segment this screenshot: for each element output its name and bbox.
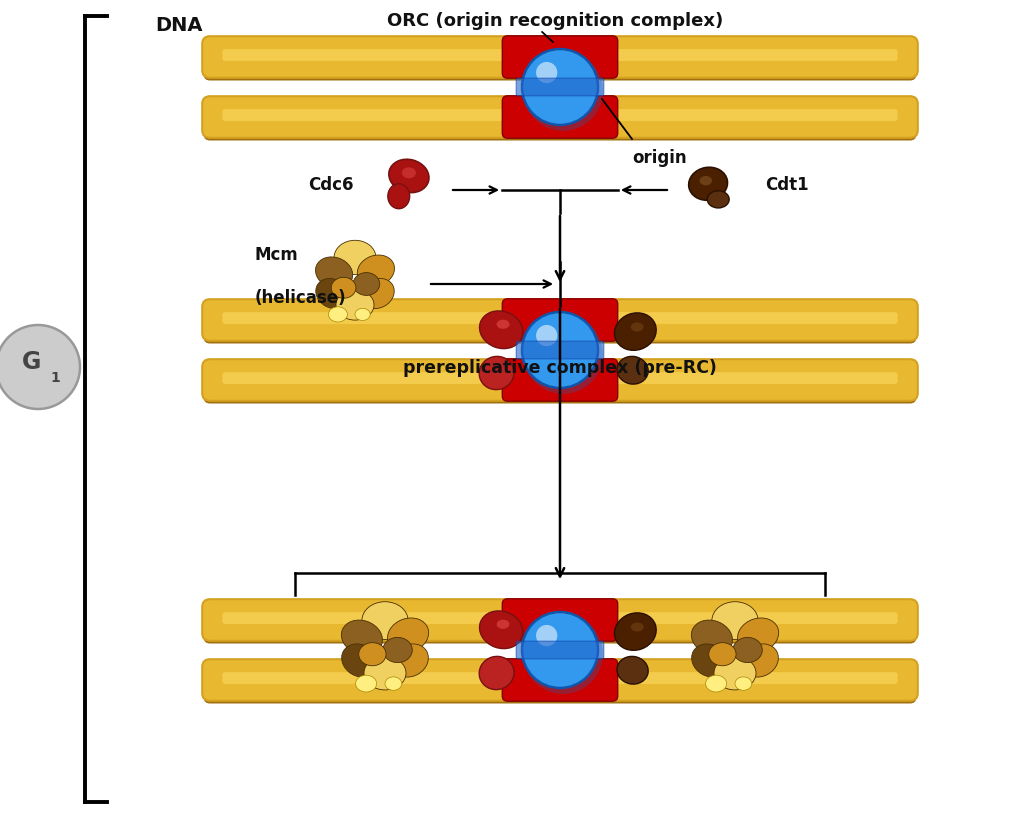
Ellipse shape <box>480 311 523 349</box>
Text: G: G <box>23 350 42 374</box>
FancyBboxPatch shape <box>502 96 618 138</box>
FancyBboxPatch shape <box>204 361 917 404</box>
FancyBboxPatch shape <box>222 372 897 384</box>
Ellipse shape <box>402 168 416 178</box>
FancyBboxPatch shape <box>502 658 618 701</box>
FancyBboxPatch shape <box>517 341 604 359</box>
FancyBboxPatch shape <box>203 299 918 341</box>
Text: (helicase): (helicase) <box>255 289 347 307</box>
Ellipse shape <box>392 644 429 677</box>
Text: prereplicative complex (pre-RC): prereplicative complex (pre-RC) <box>403 359 717 377</box>
FancyBboxPatch shape <box>502 299 618 341</box>
FancyBboxPatch shape <box>203 96 918 138</box>
Circle shape <box>523 614 603 694</box>
FancyBboxPatch shape <box>222 109 897 121</box>
Ellipse shape <box>479 657 514 690</box>
Text: 1: 1 <box>50 371 60 385</box>
Ellipse shape <box>615 613 656 650</box>
Ellipse shape <box>707 191 729 208</box>
Ellipse shape <box>316 279 349 308</box>
Ellipse shape <box>735 677 752 690</box>
Ellipse shape <box>331 277 356 298</box>
FancyBboxPatch shape <box>203 599 918 641</box>
Ellipse shape <box>692 620 732 655</box>
Ellipse shape <box>362 602 408 640</box>
Ellipse shape <box>388 618 429 653</box>
Ellipse shape <box>480 611 523 649</box>
FancyBboxPatch shape <box>203 36 918 78</box>
FancyBboxPatch shape <box>502 598 618 641</box>
FancyBboxPatch shape <box>517 641 604 659</box>
FancyBboxPatch shape <box>517 78 604 96</box>
Ellipse shape <box>335 240 375 275</box>
Ellipse shape <box>738 618 779 653</box>
FancyBboxPatch shape <box>204 661 917 704</box>
FancyBboxPatch shape <box>204 601 917 644</box>
Ellipse shape <box>496 620 509 629</box>
Ellipse shape <box>357 255 395 286</box>
FancyBboxPatch shape <box>203 659 918 701</box>
Text: origin: origin <box>632 149 686 167</box>
Text: ORC (origin recognition complex): ORC (origin recognition complex) <box>387 12 723 30</box>
Ellipse shape <box>385 677 402 690</box>
FancyBboxPatch shape <box>222 612 897 624</box>
FancyBboxPatch shape <box>222 672 897 684</box>
Ellipse shape <box>383 637 412 663</box>
Ellipse shape <box>328 307 348 322</box>
Ellipse shape <box>631 322 643 331</box>
FancyBboxPatch shape <box>502 358 618 401</box>
Ellipse shape <box>389 159 429 192</box>
Circle shape <box>522 49 598 125</box>
Circle shape <box>522 312 598 388</box>
Ellipse shape <box>496 320 509 329</box>
Ellipse shape <box>361 279 394 308</box>
Ellipse shape <box>742 644 779 677</box>
Text: DNA: DNA <box>155 16 203 35</box>
Text: Mcm: Mcm <box>255 246 299 264</box>
Ellipse shape <box>617 357 649 384</box>
Ellipse shape <box>712 602 758 640</box>
FancyBboxPatch shape <box>222 49 897 61</box>
Ellipse shape <box>700 176 712 185</box>
FancyBboxPatch shape <box>222 312 897 324</box>
FancyBboxPatch shape <box>203 359 918 401</box>
Ellipse shape <box>706 675 726 692</box>
Ellipse shape <box>355 308 370 321</box>
Ellipse shape <box>353 273 380 295</box>
FancyBboxPatch shape <box>204 98 917 141</box>
Ellipse shape <box>336 289 374 320</box>
FancyBboxPatch shape <box>204 301 917 344</box>
Ellipse shape <box>688 168 727 201</box>
Ellipse shape <box>364 656 406 690</box>
Circle shape <box>523 51 603 131</box>
Circle shape <box>522 612 598 688</box>
Ellipse shape <box>342 620 383 655</box>
Ellipse shape <box>356 675 376 692</box>
Ellipse shape <box>714 656 756 690</box>
FancyBboxPatch shape <box>204 38 917 81</box>
Ellipse shape <box>315 257 353 289</box>
Ellipse shape <box>388 184 409 209</box>
Ellipse shape <box>692 644 728 677</box>
Circle shape <box>0 325 80 409</box>
Text: Cdt1: Cdt1 <box>765 176 808 194</box>
Ellipse shape <box>479 357 514 390</box>
Ellipse shape <box>732 637 762 663</box>
FancyBboxPatch shape <box>502 36 618 78</box>
Ellipse shape <box>615 313 656 350</box>
Circle shape <box>536 625 558 646</box>
Ellipse shape <box>617 657 649 684</box>
Ellipse shape <box>342 644 377 677</box>
Text: Cdc6: Cdc6 <box>308 176 354 194</box>
Circle shape <box>523 314 603 394</box>
Ellipse shape <box>631 622 643 631</box>
Ellipse shape <box>359 643 386 666</box>
Circle shape <box>536 62 558 83</box>
Circle shape <box>536 325 558 346</box>
Ellipse shape <box>709 643 737 666</box>
